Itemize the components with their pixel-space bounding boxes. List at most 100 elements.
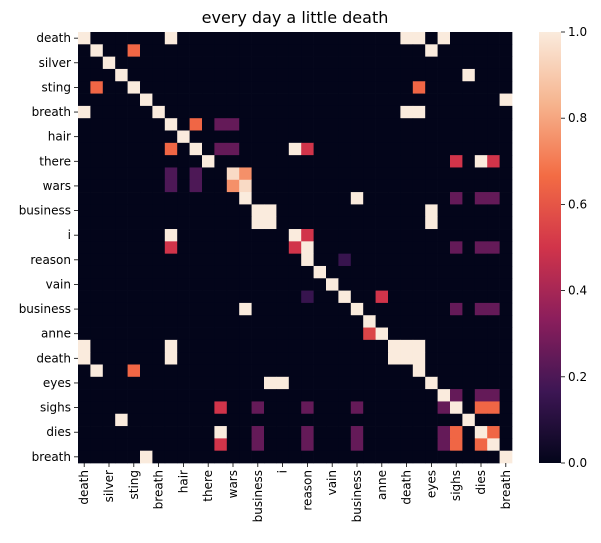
heatmap-cell [425,278,438,291]
heatmap-cell [164,352,178,365]
heatmap-cell [499,376,513,390]
heatmap-cell [251,401,265,415]
x-axis: death silver sting breath hair there wars busin… [77,463,513,522]
heatmap-cell [239,130,252,144]
heatmap-cell [437,327,451,341]
heatmap-cell [214,413,228,427]
heatmap-cell [450,241,463,254]
heatmap-cell [127,438,141,452]
heatmap-cell [363,290,376,304]
heatmap-cell [226,339,240,353]
heatmap-cell [400,278,414,291]
heatmap-cell [226,167,240,181]
heatmap-cell [189,179,203,193]
heatmap-cell [90,68,104,82]
heatmap-cell [400,327,414,341]
heatmap-cell [375,179,389,193]
heatmap-cell [276,192,290,205]
heatmap-cell [301,401,314,415]
heatmap-cell [499,44,513,57]
heatmap-cell [164,155,178,168]
heatmap-cell [400,401,414,415]
heatmap-cell [78,389,91,402]
heatmap-cell [189,426,203,439]
heatmap-cell [115,278,128,291]
heatmap-cell [487,68,500,82]
heatmap-cell [214,155,228,168]
heatmap-cell [425,290,438,304]
y-tick-label: there [39,154,71,168]
heatmap-cell [177,229,190,242]
heatmap-cell [226,142,240,156]
heatmap-cell [313,167,327,181]
heatmap-cell [102,32,116,45]
heatmap-cell [499,229,513,242]
heatmap-cell [189,401,203,415]
heatmap-cell [288,192,302,205]
heatmap-cell [214,142,228,156]
heatmap-cell [487,105,500,119]
heatmap-cell [301,253,314,267]
heatmap-cell [115,327,128,341]
heatmap-cell [251,364,265,378]
heatmap-cell [313,81,327,94]
heatmap-cell [326,438,339,452]
heatmap-cell [90,265,104,279]
heatmap-cell [313,155,327,168]
heatmap-cell [152,241,166,254]
heatmap-cell [276,32,290,45]
heatmap-cell [288,265,302,279]
heatmap-cell [313,352,327,365]
heatmap-cell [140,241,153,254]
heatmap-cell [412,302,426,316]
heatmap-cell [375,389,389,402]
heatmap-cell [350,142,364,156]
heatmap-cell [127,265,141,279]
heatmap-cell [301,229,314,242]
heatmap-cell [450,438,463,452]
heatmap-cell [450,253,463,267]
heatmap-cell [437,302,451,316]
heatmap-cell [375,192,389,205]
heatmap-cell [226,278,240,291]
heatmap-cell [115,32,128,45]
heatmap-cell [412,438,426,452]
heatmap-cell [363,56,376,70]
heatmap-cell [338,130,352,144]
heatmap-cell [474,389,488,402]
heatmap-cell [363,241,376,254]
heatmap-cell [276,155,290,168]
heatmap-cell [326,364,339,378]
heatmap-cell [78,118,91,131]
colorbar-tick-label: 0.4 [568,284,587,298]
heatmap-cell [189,438,203,452]
heatmap-cell [487,278,500,291]
heatmap-cell [388,192,401,205]
heatmap-cell [412,352,426,365]
heatmap-cell [474,413,488,427]
heatmap-cell [363,68,376,82]
heatmap-cell [90,401,104,415]
heatmap-cell [499,167,513,181]
heatmap-cell [350,278,364,291]
heatmap-cell [400,229,414,242]
heatmap-cell [338,376,352,390]
heatmap-cell [152,216,166,230]
heatmap-cell [214,241,228,254]
heatmap-cell [437,290,451,304]
heatmap-cell [115,192,128,205]
heatmap-cell [425,315,438,328]
heatmap-cell [276,339,290,353]
heatmap-cell [189,290,203,304]
heatmap-cell [127,241,141,254]
heatmap-cell [78,179,91,193]
heatmap-cell [78,352,91,365]
heatmap-cell [90,56,104,70]
heatmap-cell [326,302,339,316]
heatmap-cell [189,118,203,131]
heatmap-cell [251,389,265,402]
heatmap-cell [462,229,476,242]
heatmap-cell [239,44,252,57]
heatmap-cell [462,376,476,390]
heatmap-cell [437,192,451,205]
